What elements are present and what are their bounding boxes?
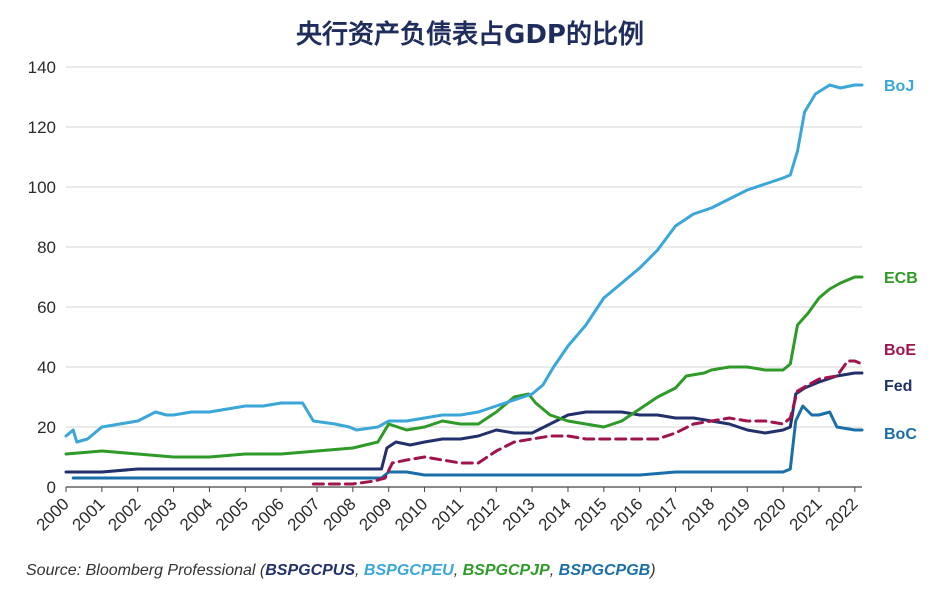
source-note: Source: Bloomberg Professional (BSPGCPUS… [26,562,656,580]
x-tick-label: 2007 [284,494,324,534]
x-tick-label: 2016 [606,494,646,534]
y-tick-label: 120 [28,118,56,137]
x-tick-label: 2014 [535,494,575,534]
axes: 0204060801001201402000200120022003200420… [28,58,862,535]
x-tick-label: 2012 [463,494,503,534]
x-tick-label: 2021 [786,494,826,534]
y-tick-label: 20 [37,418,56,437]
source-separator: , [549,562,559,579]
x-tick-label: 2019 [714,494,754,534]
x-tick-label: 2017 [642,494,682,534]
source-code: BSPGCPJP [462,562,550,579]
x-tick-label: 2020 [750,494,790,534]
series-line-boe [311,359,864,486]
source-code: BSPGCPUS [265,562,356,579]
series-line-ecb [64,275,864,459]
x-tick-label: 2010 [391,494,431,534]
series-label-boe: BoE [884,342,916,359]
x-tick-label: 2002 [104,494,144,534]
series-lines [64,83,864,486]
y-tick-label: 60 [37,298,56,317]
source-separator: , [355,562,364,579]
series-label-fed: Fed [884,378,912,395]
x-tick-label: 2008 [319,494,359,534]
x-tick-label: 2011 [428,494,467,533]
series-line-boj [64,83,864,444]
series-label-ecb: ECB [884,270,918,287]
x-tick-label: 2004 [176,494,216,534]
x-tick-label: 2003 [140,494,180,534]
source-code: BSPGCPGB [558,562,651,579]
x-tick-label: 2001 [69,494,109,534]
x-tick-label: 2013 [499,494,539,534]
y-tick-label: 140 [28,58,56,77]
x-tick-label: 2000 [33,494,73,534]
y-tick-label: 40 [37,358,56,377]
x-tick-label: 2009 [355,494,395,534]
x-tick-label: 2018 [678,494,718,534]
source-suffix: ) [650,562,656,579]
series-line-boc [71,404,864,480]
source-codes: BSPGCPUS, BSPGCPEU, BSPGCPJP, BSPGCPGB [265,562,650,579]
series-labels: BoJ ECB BoE Fed BoC [884,78,918,443]
series-label-boj: BoJ [884,78,914,95]
gridlines [66,66,862,428]
chart-title: 央行资产负债表占GDP的比例 [296,20,644,50]
x-tick-label: 2005 [212,494,252,534]
y-tick-label: 80 [37,238,56,257]
series-line-fed [64,371,864,474]
source-prefix: Source: Bloomberg Professional ( [26,562,266,579]
x-tick-label: 2022 [821,494,861,534]
y-tick-label: 0 [47,478,56,497]
source-separator: , [453,562,463,579]
source-code: BSPGCPEU [363,562,454,579]
y-tick-label: 100 [28,178,56,197]
x-tick-label: 2015 [570,494,610,534]
x-tick-label: 2006 [248,494,288,534]
series-label-boc: BoC [884,426,917,443]
